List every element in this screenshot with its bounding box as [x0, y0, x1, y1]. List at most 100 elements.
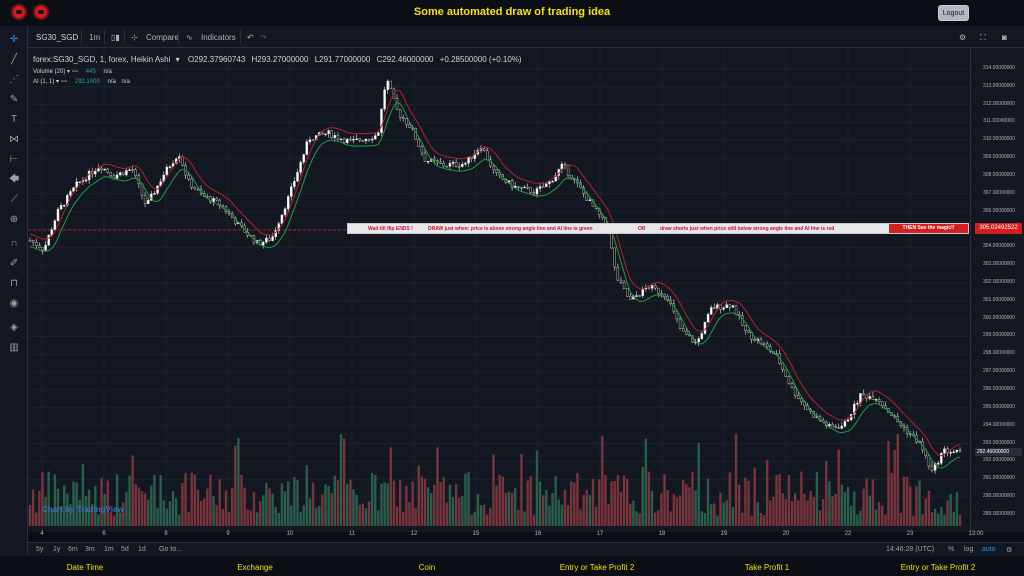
volume-bar — [252, 492, 256, 526]
range-3m[interactable]: 3m — [85, 546, 95, 553]
log-toggle[interactable]: log — [964, 546, 974, 553]
layers-icon[interactable]: ◈ — [10, 322, 18, 333]
arrow-left-icon[interactable]: 🡄 — [8, 174, 20, 185]
measure-icon[interactable]: ⊢ — [9, 154, 19, 165]
settings-icon[interactable]: ⚙ — [959, 33, 967, 42]
auto-toggle[interactable]: auto — [982, 546, 996, 553]
symbol-selector[interactable]: SG30_SGD — [36, 33, 79, 42]
candle-body — [551, 180, 554, 183]
volume-bar — [672, 494, 676, 526]
candle-body — [787, 376, 791, 384]
candle-body — [871, 396, 875, 400]
screenshot-icon[interactable]: ◙ — [1002, 33, 1007, 42]
candle-body — [467, 156, 470, 164]
candle-body — [563, 163, 567, 166]
volume-bar — [678, 495, 682, 526]
volume-bar — [523, 511, 526, 526]
fib-icon[interactable]: ⋰ — [9, 74, 19, 85]
volume-bar — [377, 510, 380, 526]
volume-bar — [84, 496, 88, 526]
footer-labels: Date Time Exchange Coin Entry or Take Pr… — [0, 556, 1024, 576]
volume-bar — [486, 514, 489, 526]
candle-body — [299, 161, 302, 173]
candle-body — [722, 307, 725, 310]
eye-icon[interactable]: ◉ — [9, 298, 19, 309]
ai-label[interactable]: AI (1, 1) — [33, 79, 55, 85]
volume-bar — [227, 511, 231, 526]
interval-selector[interactable]: 1m — [89, 33, 101, 42]
volume-bar — [492, 454, 495, 526]
candle-body — [383, 89, 386, 110]
y-tick-label: 303.00000000 — [983, 261, 1015, 268]
range-1d[interactable]: 1d — [138, 546, 146, 553]
compare-button[interactable]: Compare — [146, 33, 179, 42]
volume-bar — [840, 484, 844, 526]
volume-bar — [800, 471, 803, 526]
ruler-icon[interactable]: ⟋ — [10, 194, 18, 205]
candle-body — [548, 181, 551, 184]
volume-bar — [464, 473, 467, 526]
tradingview-watermark[interactable]: Chart by TradingView — [42, 505, 124, 514]
candle-body — [529, 187, 532, 193]
chevron-down-icon[interactable]: ▾ — [175, 55, 180, 64]
range-6m[interactable]: 6m — [68, 546, 78, 553]
volume-bar — [896, 433, 899, 526]
y-tick-label: 292.00000000 — [983, 457, 1015, 464]
candle-body — [159, 181, 162, 186]
pattern-icon[interactable]: ⋈ — [9, 134, 19, 145]
candle-body — [420, 146, 424, 154]
brush-icon[interactable]: ✎ — [9, 94, 19, 105]
volume-bar — [769, 500, 772, 526]
volume-bar — [520, 453, 523, 526]
volume-bar — [504, 492, 508, 526]
volume-bar — [286, 481, 290, 526]
undo-icon[interactable]: ↶ — [247, 33, 254, 42]
lock-drawing-icon[interactable]: ✐ — [9, 258, 19, 269]
clock-display[interactable]: 14:46:28 (UTC) — [886, 546, 935, 553]
volume-bar — [650, 490, 654, 526]
range-5d[interactable]: 5d — [121, 546, 129, 553]
fullscreen-icon[interactable]: ⛶ — [980, 33, 986, 42]
volume-bar — [63, 485, 66, 526]
trend-line-icon[interactable]: ╱ — [10, 54, 18, 65]
redo-icon[interactable]: ↷ — [260, 33, 267, 42]
volume-bar — [694, 490, 697, 526]
chart-pane[interactable] — [28, 48, 973, 532]
zoom-icon[interactable]: ⊕ — [9, 214, 19, 225]
volume-bar — [318, 505, 321, 526]
price-chart[interactable] — [28, 48, 973, 532]
volume-bar — [97, 514, 100, 526]
x-tick-label: 13:00 — [968, 531, 984, 537]
goto-button[interactable]: Go to... — [159, 546, 182, 553]
volume-bar — [314, 507, 318, 526]
volume-bar — [28, 505, 32, 526]
indicators-button[interactable]: Indicators — [201, 33, 236, 42]
volume-bar — [946, 500, 949, 526]
volume-bar — [731, 506, 735, 526]
indicators-icon[interactable]: ∿ — [186, 33, 193, 42]
magnet-icon[interactable]: ∩ — [10, 238, 18, 249]
candle-body — [840, 426, 844, 429]
axis-settings-icon[interactable]: ⚙ — [1006, 547, 1013, 554]
volume-bar — [87, 489, 91, 526]
volume-bar — [573, 482, 576, 526]
trash-icon[interactable]: ▥ — [9, 342, 19, 353]
lock-icon[interactable]: ⊓ — [10, 278, 18, 289]
range-1y[interactable]: 1y — [53, 546, 61, 553]
candle-body — [290, 186, 293, 197]
compare-icon[interactable]: ⊹ — [131, 33, 138, 42]
volume-bar — [75, 482, 78, 526]
ai-line-red — [29, 89, 961, 457]
text-icon[interactable]: T — [10, 114, 18, 125]
app-title: Some automated draw of trading idea — [413, 6, 611, 18]
logout-button[interactable]: Logout — [938, 5, 969, 21]
range-5y[interactable]: 5y — [36, 546, 44, 553]
legend-symbol[interactable]: forex:SG30_SGD, 1, forex, Heikin Ashi — [33, 55, 171, 64]
candle-body — [678, 318, 682, 329]
crosshair-icon[interactable]: ✛ — [9, 34, 19, 45]
range-1m[interactable]: 1m — [104, 546, 114, 553]
percent-toggle[interactable]: % — [948, 546, 955, 553]
bar-style-icon[interactable]: ▯▮ — [111, 33, 120, 42]
volume-label[interactable]: Volume (20) — [33, 69, 66, 75]
volume-bar — [224, 490, 228, 526]
